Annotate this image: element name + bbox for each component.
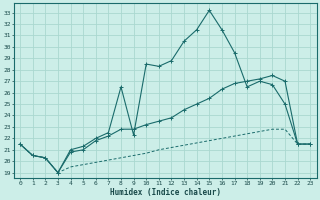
- X-axis label: Humidex (Indice chaleur): Humidex (Indice chaleur): [110, 188, 220, 197]
